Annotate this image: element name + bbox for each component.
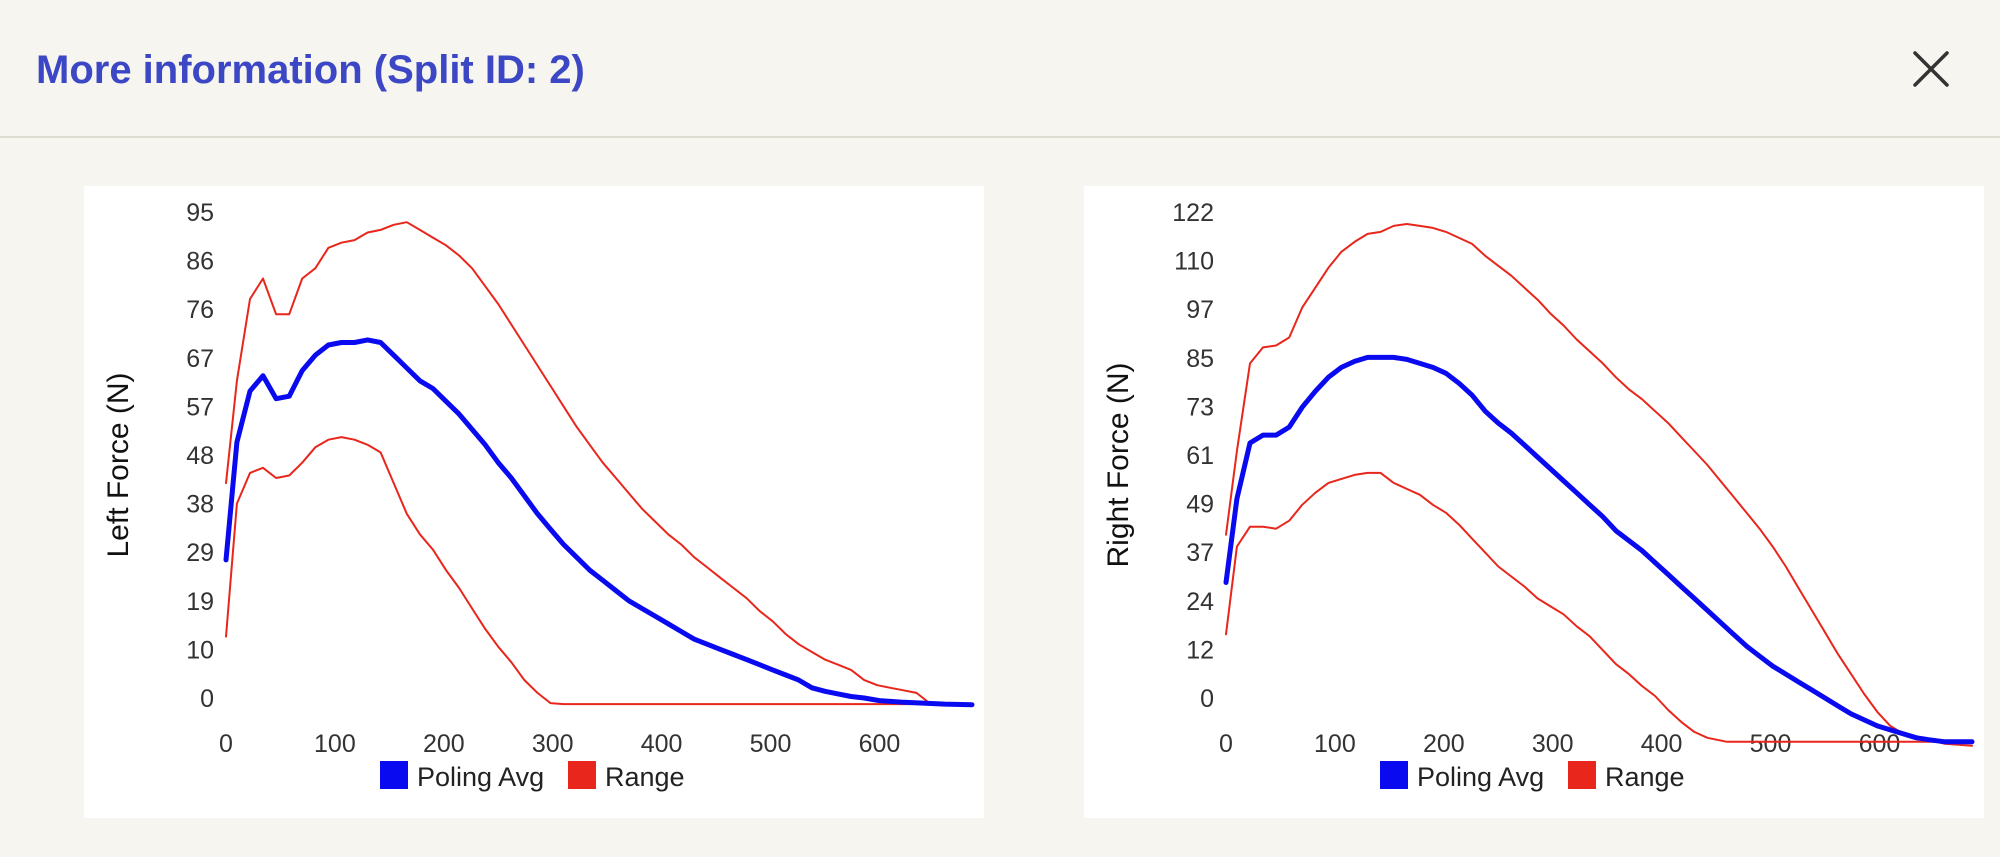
left-y-tick-label: 19 bbox=[186, 588, 214, 616]
left-legend-swatch-range bbox=[568, 761, 596, 789]
left-x-tick-label: 600 bbox=[859, 730, 901, 758]
right-x-tick-label: 200 bbox=[1423, 730, 1465, 758]
right-y-tick-label: 73 bbox=[1186, 393, 1214, 421]
left-range-lower-line bbox=[225, 436, 973, 706]
left-y-tick-label: 0 bbox=[200, 685, 214, 713]
left-y-tick-label: 57 bbox=[186, 393, 214, 421]
right-legend-label-range: Range bbox=[1605, 762, 1685, 792]
left-y-tick-label: 29 bbox=[186, 539, 214, 567]
right-poling-avg-line bbox=[1223, 354, 1975, 745]
right-y-tick-label: 24 bbox=[1186, 588, 1214, 616]
close-button[interactable] bbox=[1906, 44, 1956, 94]
left-y-tick-label: 10 bbox=[186, 636, 214, 664]
left-legend-label-poling-avg: Poling Avg bbox=[417, 762, 544, 792]
right-y-tick-label: 0 bbox=[1200, 685, 1214, 713]
left-range-upper-line bbox=[225, 221, 973, 706]
right-x-tick-label: 500 bbox=[1750, 730, 1792, 758]
left-legend-label-range: Range bbox=[605, 762, 685, 792]
right-x-tick-label: 300 bbox=[1532, 730, 1574, 758]
left-chart-svg: Left Force (N) 0 10 19 29 38 48 57 67 76 86 95 0 100 2… bbox=[102, 199, 975, 792]
modal-title: More information (Split ID: 2) bbox=[36, 48, 585, 92]
left-legend-swatch-poling-avg bbox=[380, 761, 408, 789]
right-x-tick-label: 0 bbox=[1219, 730, 1233, 758]
left-x-tick-label: 100 bbox=[314, 730, 356, 758]
right-y-tick-label: 85 bbox=[1186, 345, 1214, 373]
close-icon bbox=[1913, 51, 1949, 87]
right-y-tick-label: 110 bbox=[1174, 248, 1214, 276]
right-legend-swatch-poling-avg bbox=[1380, 761, 1408, 789]
right-y-tick-label: 61 bbox=[1186, 442, 1214, 470]
left-x-tick-label: 300 bbox=[532, 730, 574, 758]
left-x-tick-label: 500 bbox=[750, 730, 792, 758]
right-x-tick-label: 100 bbox=[1314, 730, 1356, 758]
right-range-upper-line bbox=[1225, 223, 1973, 747]
right-y-tick-label: 97 bbox=[1186, 296, 1214, 324]
left-y-tick-label: 76 bbox=[186, 296, 214, 324]
left-x-tick-label: 0 bbox=[219, 730, 233, 758]
left-x-tick-label: 400 bbox=[641, 730, 683, 758]
right-y-tick-label: 122 bbox=[1172, 199, 1214, 227]
right-y-tick-label: 37 bbox=[1186, 539, 1214, 567]
left-y-tick-label: 48 bbox=[186, 442, 214, 470]
right-x-tick-label: 600 bbox=[1859, 730, 1901, 758]
modal-header: More information (Split ID: 2) bbox=[0, 0, 2000, 138]
left-poling-avg-line bbox=[223, 337, 975, 708]
right-range-lower-line bbox=[1225, 471, 1973, 743]
right-chart-svg: Right Force (N) 0 12 24 37 49 61 73 85 97 110 122 0 1… bbox=[1102, 199, 1975, 792]
right-y-tick-label: 49 bbox=[1186, 491, 1214, 519]
right-legend-swatch-range bbox=[1568, 761, 1596, 789]
left-force-chart: Left Force (N) 0 10 19 29 38 48 57 67 76 86 95 0 100 2… bbox=[84, 186, 984, 818]
left-y-axis-title: Left Force (N) bbox=[102, 372, 135, 557]
right-force-chart: Right Force (N) 0 12 24 37 49 61 73 85 97 110 122 0 1… bbox=[1084, 186, 1984, 818]
left-x-tick-label: 200 bbox=[423, 730, 465, 758]
right-x-tick-label: 400 bbox=[1641, 730, 1683, 758]
right-y-axis-title: Right Force (N) bbox=[1102, 362, 1135, 567]
right-legend-label-poling-avg: Poling Avg bbox=[1417, 762, 1544, 792]
left-y-tick-label: 95 bbox=[186, 199, 214, 227]
left-y-tick-label: 38 bbox=[186, 491, 214, 519]
right-y-tick-label: 12 bbox=[1186, 636, 1214, 664]
left-y-tick-label: 86 bbox=[186, 248, 214, 276]
left-y-tick-label: 67 bbox=[186, 345, 214, 373]
